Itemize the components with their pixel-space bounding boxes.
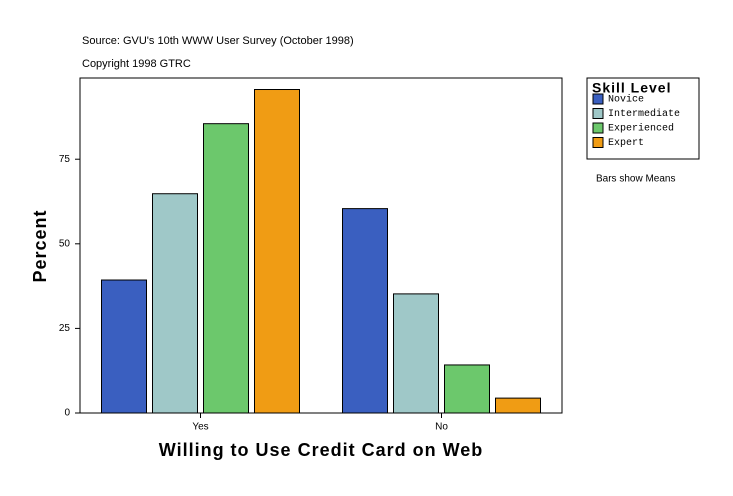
- bar: [203, 123, 249, 414]
- y-axis-label: Percent: [30, 209, 50, 282]
- legend-label: Expert: [608, 138, 644, 149]
- legend-swatch: [592, 137, 604, 148]
- legend-swatch: [592, 108, 604, 119]
- y-tick-label: 50: [59, 238, 71, 249]
- legend-label: Intermediate: [608, 108, 680, 120]
- x-tick-label: Yes: [192, 422, 208, 433]
- y-tick-label: 75: [59, 154, 71, 165]
- x-tick-label: No: [435, 422, 448, 433]
- note: Bars show Means: [596, 174, 675, 185]
- bar: [444, 364, 490, 414]
- source: Source: GVU's 10th WWW User Survey (Octo…: [82, 35, 354, 47]
- bar: [254, 89, 300, 414]
- legend-title: Skill Level: [592, 80, 671, 96]
- copyright: Copyright 1998 GTRC: [82, 58, 191, 70]
- plot-frame: [79, 77, 563, 414]
- legend-label: Novice: [608, 94, 644, 106]
- x-axis-label: Willing to Use Credit Card on Web: [159, 440, 484, 460]
- bar: [393, 293, 439, 414]
- legend-swatch: [592, 122, 604, 134]
- bar: [101, 279, 147, 414]
- y-tick-label: 25: [59, 323, 71, 334]
- legend-box: [586, 77, 700, 160]
- y-tick-label: 0: [64, 408, 70, 419]
- bar: [342, 208, 388, 414]
- legend-label: Experienced: [608, 123, 674, 135]
- legend-swatch: [592, 93, 604, 105]
- bar: [495, 397, 541, 414]
- bar: [152, 193, 198, 414]
